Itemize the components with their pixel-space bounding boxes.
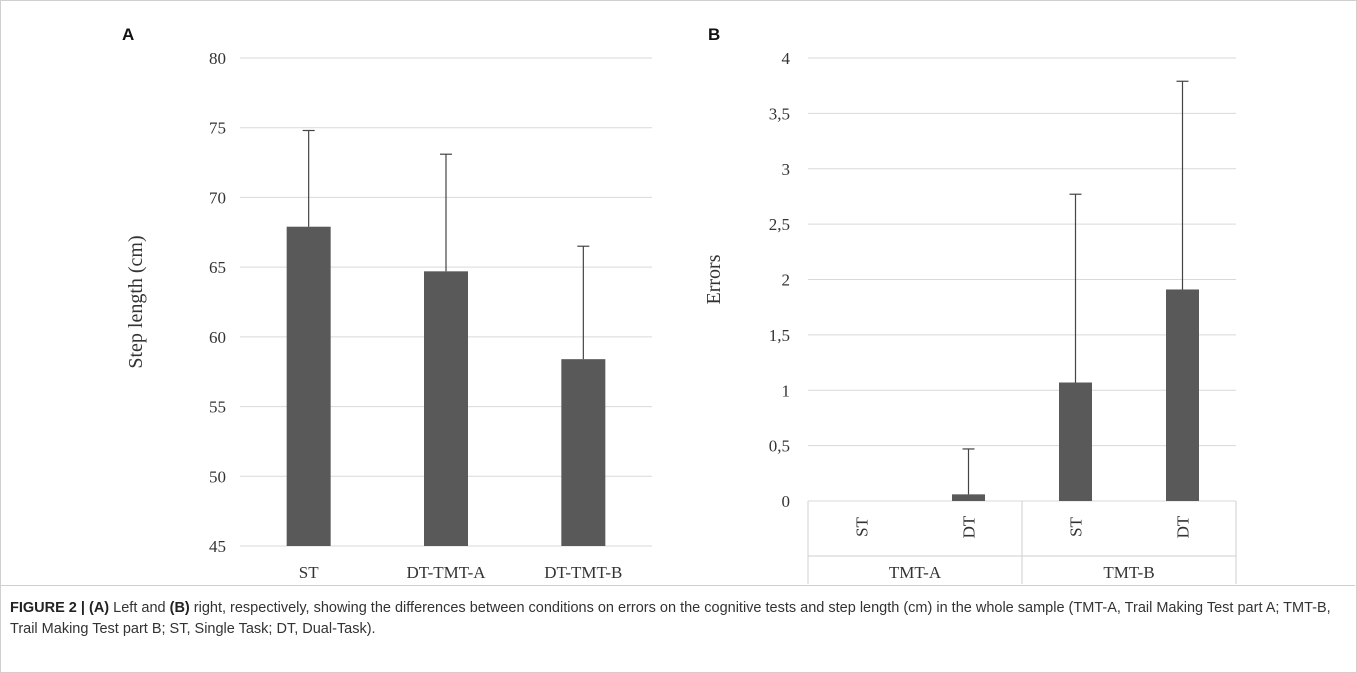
panel-b-ytick-label: 2: [782, 271, 791, 290]
panel-a-ytick-label: 75: [209, 119, 226, 138]
caption-part-b: (B): [169, 600, 190, 616]
caption-text-1: Left and: [109, 600, 170, 616]
caption-text-2: right, respectively, showing the differe…: [10, 600, 1331, 637]
panel-a-bar: [286, 226, 331, 547]
panel-b-xtick-label: DT: [960, 515, 979, 538]
panel-b-xtick-label: ST: [1067, 516, 1086, 536]
panel-a-ytick-label: 55: [209, 398, 226, 417]
panel-b-ytick-label: 1: [782, 381, 791, 400]
panel-a-ytick-label: 45: [209, 537, 226, 556]
panel-b-ytick-label: 2,5: [769, 215, 790, 234]
figure-charts: A 45 50 55 60 65 70 75 80 Step length (cm) ST DT-TM…: [122, 25, 1237, 584]
panel-a-bar: [424, 271, 468, 546]
panel-a-ytick-label: 50: [209, 467, 226, 486]
caption-figure-label: FIGURE 2 |: [10, 600, 85, 616]
panel-a-ytick-label: 65: [209, 258, 226, 277]
panel-b-bar: [952, 494, 985, 501]
panel-b-group-label: TMT-A: [889, 563, 942, 582]
panel-b-ytick-label: 3,5: [769, 104, 790, 123]
panel-a-ytick-label: 60: [209, 328, 226, 347]
panel-a-bar: [561, 359, 606, 546]
panel-a-ytick-label: 70: [209, 188, 226, 207]
panel-a-step-length-chart: A 45 50 55 60 65 70 75 80 Step length (cm) ST DT-TM…: [122, 25, 652, 582]
panel-b-ytick-label: 0,5: [769, 437, 790, 456]
panel-a-ytick-label: 80: [209, 49, 226, 68]
panel-b-xtick-label: DT: [1174, 515, 1193, 538]
panel-b-bar: [1166, 289, 1199, 501]
panel-a-xtick-label: DT-TMT-A: [406, 563, 486, 582]
panel-b-ytick-label: 3: [782, 160, 791, 179]
panel-b-ytick-label: 4: [782, 49, 791, 68]
panel-b-xtick-label: ST: [853, 516, 872, 536]
panel-a-letter: A: [122, 25, 134, 44]
panel-b-errors-chart: B 0 0,5 1 1,5 2 2,5 3 3,5 4 Errors TMT-A TMT-B ST DT ST…: [703, 25, 1237, 584]
panel-b-ylabel: Errors: [703, 254, 725, 304]
panel-b-letter: B: [708, 25, 720, 44]
panel-b-ytick-label: 0: [782, 492, 791, 511]
panel-b-ytick-label: 1,5: [769, 326, 790, 345]
caption-part-a: (A): [89, 600, 110, 616]
panel-a-ylabel: Step length (cm): [125, 235, 147, 368]
panel-b-group-label: TMT-B: [1103, 563, 1154, 582]
panel-a-xtick-label: ST: [299, 563, 319, 582]
panel-a-xtick-label: DT-TMT-B: [544, 563, 622, 582]
figure-caption: FIGURE 2 | (A) Left and (B) right, respe…: [10, 598, 1340, 640]
panel-b-bar: [1059, 382, 1092, 501]
caption-divider: [0, 585, 1355, 586]
